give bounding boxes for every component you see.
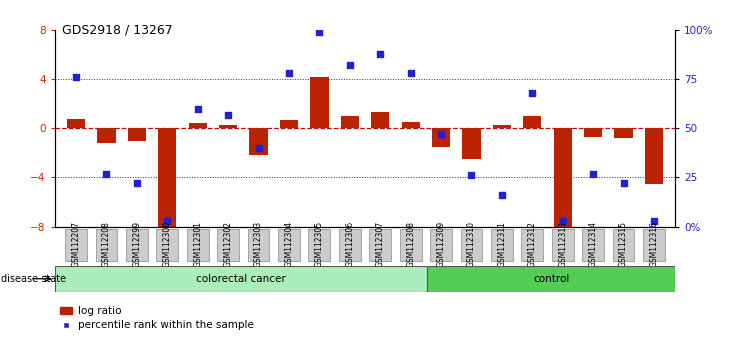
- Point: [435, 131, 447, 137]
- FancyBboxPatch shape: [309, 229, 331, 261]
- FancyBboxPatch shape: [427, 266, 675, 292]
- Point: [405, 70, 417, 76]
- Text: GSM112314: GSM112314: [588, 221, 598, 267]
- Text: GSM112312: GSM112312: [528, 222, 537, 267]
- Point: [344, 63, 356, 68]
- Bar: [645, 128, 663, 184]
- Point: [496, 192, 508, 198]
- Text: GSM112301: GSM112301: [193, 221, 202, 267]
- Bar: [310, 77, 328, 128]
- Text: disease state: disease state: [1, 274, 66, 284]
- Text: GSM112307: GSM112307: [376, 221, 385, 268]
- Point: [101, 171, 112, 176]
- Point: [314, 29, 326, 35]
- FancyBboxPatch shape: [339, 229, 361, 261]
- Point: [374, 51, 386, 57]
- FancyBboxPatch shape: [218, 229, 239, 261]
- FancyBboxPatch shape: [521, 229, 543, 261]
- Bar: [280, 120, 298, 128]
- Text: GSM112306: GSM112306: [345, 221, 354, 268]
- Text: GSM112300: GSM112300: [163, 221, 172, 268]
- Bar: [432, 128, 450, 147]
- Text: GSM112316: GSM112316: [650, 221, 658, 267]
- Point: [648, 218, 660, 223]
- Text: GSM112299: GSM112299: [132, 221, 142, 267]
- Bar: [250, 128, 268, 155]
- Text: control: control: [533, 274, 569, 284]
- Text: GSM112311: GSM112311: [497, 222, 507, 267]
- Bar: [493, 125, 511, 128]
- Bar: [553, 128, 572, 227]
- Point: [223, 112, 234, 118]
- Bar: [615, 128, 633, 138]
- FancyBboxPatch shape: [247, 229, 269, 261]
- Point: [526, 90, 538, 96]
- Bar: [67, 119, 85, 128]
- FancyBboxPatch shape: [583, 229, 604, 261]
- FancyBboxPatch shape: [126, 229, 148, 261]
- Bar: [523, 116, 542, 128]
- FancyBboxPatch shape: [96, 229, 118, 261]
- Text: GSM112313: GSM112313: [558, 221, 567, 267]
- Text: GDS2918 / 13267: GDS2918 / 13267: [62, 23, 173, 36]
- FancyBboxPatch shape: [156, 229, 178, 261]
- Point: [466, 173, 477, 178]
- Point: [161, 218, 173, 223]
- Bar: [462, 128, 480, 159]
- Text: GSM112303: GSM112303: [254, 221, 263, 268]
- Text: GSM112304: GSM112304: [285, 221, 293, 268]
- Text: GSM112208: GSM112208: [102, 222, 111, 267]
- FancyBboxPatch shape: [491, 229, 512, 261]
- FancyBboxPatch shape: [430, 229, 452, 261]
- Point: [192, 106, 204, 112]
- Text: GSM112310: GSM112310: [467, 221, 476, 267]
- Bar: [188, 124, 207, 128]
- Text: GSM112305: GSM112305: [315, 221, 324, 268]
- Text: colorectal cancer: colorectal cancer: [196, 274, 285, 284]
- FancyBboxPatch shape: [369, 229, 391, 261]
- Bar: [219, 125, 237, 128]
- FancyBboxPatch shape: [643, 229, 665, 261]
- Bar: [158, 128, 177, 227]
- Bar: [371, 112, 389, 128]
- FancyBboxPatch shape: [65, 229, 87, 261]
- Bar: [97, 128, 115, 143]
- Bar: [402, 122, 420, 128]
- Point: [557, 218, 569, 223]
- FancyBboxPatch shape: [278, 229, 300, 261]
- FancyBboxPatch shape: [187, 229, 209, 261]
- FancyBboxPatch shape: [552, 229, 574, 261]
- Bar: [341, 116, 359, 128]
- Text: GSM112309: GSM112309: [437, 221, 445, 268]
- Text: GSM112207: GSM112207: [72, 221, 80, 267]
- Text: GSM112302: GSM112302: [223, 221, 233, 267]
- FancyBboxPatch shape: [400, 229, 422, 261]
- Text: GSM112315: GSM112315: [619, 221, 628, 267]
- FancyBboxPatch shape: [55, 266, 427, 292]
- Text: GSM112308: GSM112308: [406, 221, 415, 267]
- Bar: [584, 128, 602, 137]
- FancyBboxPatch shape: [612, 229, 634, 261]
- FancyBboxPatch shape: [461, 229, 483, 261]
- Legend: log ratio, percentile rank within the sample: log ratio, percentile rank within the sa…: [60, 306, 253, 330]
- Point: [131, 181, 143, 186]
- Point: [283, 70, 295, 76]
- Point: [70, 74, 82, 80]
- Bar: [128, 128, 146, 141]
- Point: [587, 171, 599, 176]
- Point: [618, 181, 629, 186]
- Point: [253, 145, 264, 151]
